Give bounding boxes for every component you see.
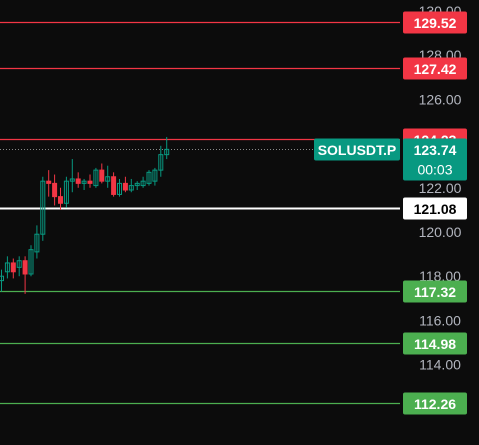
candle — [111, 172, 117, 197]
candle-body-up — [81, 180, 87, 184]
price-tag-label: 114.98 — [414, 336, 456, 352]
price-tick-label: 114.00 — [419, 357, 461, 373]
candle-body-up — [34, 233, 40, 253]
price-tag-support: 114.98 — [403, 332, 467, 355]
price-tag-label: 117.32 — [414, 284, 456, 300]
candle-body-up — [134, 182, 140, 187]
symbol-tag: SOLUSDT.P — [314, 138, 400, 161]
candle — [22, 256, 28, 294]
candle — [93, 167, 99, 188]
candle-body-up — [117, 182, 122, 195]
candle — [158, 145, 164, 177]
price-tag-background — [403, 392, 467, 415]
countdown-label: 00:03 — [417, 162, 452, 178]
candle-body-down — [46, 180, 52, 184]
candle-body-down — [87, 180, 93, 184]
price-tag-pivot: 121.08 — [403, 197, 467, 220]
candle-body-down — [22, 260, 28, 275]
price-tick-label: 126.00 — [419, 91, 462, 107]
price-tag-background — [403, 332, 467, 355]
candle — [34, 225, 40, 259]
candle — [63, 176, 69, 208]
price-labels-layer: 129.52127.42124.23121.08117.32114.98112.… — [314, 11, 467, 415]
candle — [128, 178, 134, 193]
candle-body-up — [105, 176, 111, 182]
candle-body-up — [158, 154, 164, 171]
candle-body-up — [164, 148, 170, 156]
horizontal-lines-layer — [0, 21, 400, 405]
price-tag-background — [403, 280, 467, 303]
price-tag-label: 112.26 — [414, 396, 456, 412]
candle-body-down — [52, 182, 58, 198]
price-tag-resistance: 127.42 — [403, 57, 467, 80]
candle — [0, 269, 4, 292]
candle — [146, 170, 152, 186]
candle — [69, 159, 75, 193]
symbol-label: SOLUSDT.P — [318, 142, 397, 158]
price-tag-label: 129.52 — [414, 15, 457, 31]
symbol-tag-background — [314, 138, 400, 161]
candle — [40, 176, 46, 241]
candle — [28, 245, 34, 277]
candle-body-up — [128, 185, 134, 191]
candle — [4, 256, 10, 279]
candle — [16, 256, 22, 277]
candle-body-up — [40, 180, 46, 235]
candle — [105, 165, 111, 188]
candle — [164, 136, 170, 160]
price-tick-label: 116.00 — [419, 312, 461, 328]
candle-body-down — [58, 196, 63, 204]
candle — [46, 170, 52, 197]
candle-body-up — [0, 275, 4, 282]
price-tag-background — [403, 197, 467, 220]
price-tick-label: 122.00 — [419, 180, 462, 196]
candle — [99, 163, 105, 184]
candle — [10, 258, 16, 279]
price-tag-resistance: 129.52 — [403, 11, 467, 34]
candle — [117, 178, 122, 197]
candle-body-down — [99, 169, 105, 182]
candle-body-up — [146, 171, 152, 184]
price-tag-background — [403, 57, 467, 80]
current-price-label: 123.74 — [414, 142, 457, 158]
candle-body-down — [10, 262, 16, 273]
candle — [58, 187, 63, 210]
price-tag-support: 117.32 — [403, 280, 467, 303]
candle-body-up — [93, 169, 99, 187]
candle-body-up — [152, 169, 158, 182]
candle-body-up — [69, 178, 75, 182]
price-tag-support: 112.26 — [403, 392, 467, 415]
candle-body-up — [28, 249, 34, 275]
candle — [134, 181, 140, 191]
candle-body-up — [63, 180, 69, 204]
candle-body-down — [122, 182, 128, 191]
price-tick-label: 118.00 — [419, 268, 461, 284]
candle-body-up — [16, 260, 22, 268]
candle — [81, 178, 87, 191]
current-price-tag-background — [403, 138, 467, 181]
candle — [87, 174, 93, 188]
candle — [140, 176, 146, 188]
candle-body-up — [4, 262, 10, 273]
candle — [152, 167, 158, 186]
price-tag-label: 121.08 — [414, 201, 457, 217]
candles-layer — [0, 136, 170, 294]
candle-body-up — [140, 180, 146, 187]
candle — [52, 174, 58, 206]
candle — [122, 176, 128, 193]
price-tick-label: 120.00 — [419, 224, 462, 240]
price-tag-label: 127.42 — [414, 61, 457, 77]
candle-body-down — [75, 178, 81, 184]
candle — [75, 172, 81, 188]
current-price-tag: 123.74 00:03 — [403, 138, 467, 181]
candle-body-down — [111, 176, 117, 195]
price-tag-background — [403, 11, 467, 34]
